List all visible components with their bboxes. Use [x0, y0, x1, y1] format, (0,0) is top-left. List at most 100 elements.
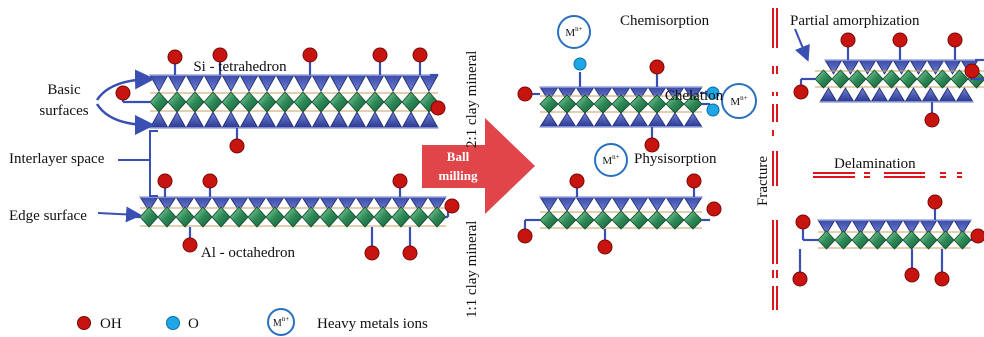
octahedron [933, 69, 952, 89]
tetrahedron [955, 87, 974, 103]
clay-11-label: 1:1 clay mineral [464, 221, 480, 318]
tetrahedron [383, 111, 403, 129]
octahedron [882, 69, 901, 89]
legend: OH O Mn+ Heavy metals ions [77, 308, 428, 336]
octahedron [665, 210, 685, 230]
octahedron [383, 91, 403, 113]
amorphization-arrow [794, 28, 810, 62]
basic-surfaces-bracket [95, 69, 155, 135]
tetrahedron [203, 111, 223, 129]
octahedron [902, 230, 921, 250]
tetrahedron [293, 111, 313, 129]
octahedron [247, 206, 267, 228]
octahedron [575, 94, 595, 114]
hydroxyl-group [302, 47, 318, 63]
tetrahedron [904, 87, 923, 103]
tetrahedron [539, 196, 559, 212]
tetrahedron [221, 74, 241, 92]
hydroxyl-group [115, 85, 131, 101]
hydroxyl-group [597, 239, 613, 255]
tetrahedron [557, 196, 577, 212]
octahedron [373, 206, 393, 228]
hydroxyl-group [402, 245, 418, 261]
tetrahedron [611, 112, 631, 128]
delamination-label: Delamination [834, 156, 916, 172]
al-octahedron-label: Al - octahedron [201, 245, 296, 261]
edge-surface-label: Edge surface [9, 208, 87, 224]
legend-o-label: O [188, 316, 199, 332]
basic-surfaces-label-1: Basic [47, 82, 81, 98]
octahedron [265, 206, 285, 228]
octahedron [916, 69, 935, 89]
octahedron [899, 69, 918, 89]
tetrahedron [275, 111, 295, 129]
tetrahedron [347, 74, 367, 92]
clay-21-label: 2:1 clay mineral [464, 51, 480, 148]
hydroxyl-group [686, 173, 702, 189]
hydroxyl-group [706, 201, 722, 217]
hydroxyl-group [649, 59, 665, 75]
interlayer-space-label: Interlayer space [9, 151, 105, 167]
m-ion-circle-icon [267, 308, 295, 336]
hydroxyl-group [157, 173, 173, 189]
hydroxyl-group [182, 237, 198, 253]
clay-structures: Mn+ Mn+ Mn+ [115, 15, 984, 287]
tetrahedron [329, 111, 349, 129]
octahedron [868, 230, 887, 250]
tetrahedron [365, 111, 385, 129]
octahedron [557, 94, 577, 114]
octahedron [193, 206, 213, 228]
tetrahedron [401, 111, 421, 129]
octahedron [593, 210, 613, 230]
partial-amorphization-label: Partial amorphization [790, 13, 920, 29]
octahedron [575, 210, 595, 230]
tetrahedron [149, 74, 169, 92]
octahedron [139, 206, 159, 228]
tetrahedron [221, 111, 241, 129]
tetrahedron [611, 196, 631, 212]
octahedron [175, 206, 195, 228]
tetrahedron [311, 74, 331, 92]
hydroxyl-group [892, 32, 908, 48]
tetrahedron [870, 87, 889, 103]
octahedron [611, 94, 631, 114]
octahedron [221, 91, 241, 113]
octahedron [629, 94, 649, 114]
octahedron [427, 206, 447, 228]
fracture-label: Fracture [755, 156, 771, 206]
tetrahedron [665, 112, 685, 128]
hydroxyl-group [644, 137, 660, 153]
octahedron [865, 69, 884, 89]
metal-ion-glyph: Mn+ [565, 25, 582, 39]
tetrahedron [938, 87, 957, 103]
tetrahedron [401, 74, 421, 92]
tetrahedron [647, 112, 667, 128]
octahedron [539, 94, 559, 114]
octahedron [814, 69, 833, 89]
tetrahedron [683, 196, 703, 212]
hydroxyl-group [444, 198, 460, 214]
tetrahedron [647, 196, 667, 212]
octahedron [185, 91, 205, 113]
octahedron [365, 91, 385, 113]
octahedron [593, 94, 613, 114]
octahedron [337, 206, 357, 228]
hydroxyl-group [430, 100, 446, 116]
hydroxyl-group [970, 228, 984, 244]
tetrahedron [921, 87, 940, 103]
delamination-layer [792, 194, 984, 287]
hydroxyl-group [947, 32, 963, 48]
ball-milling-label-1: Ball [447, 149, 470, 164]
octahedron [319, 206, 339, 228]
tetrahedron [185, 111, 205, 129]
tetrahedron [311, 111, 331, 129]
tetrahedron [149, 111, 169, 129]
tetrahedron [593, 196, 613, 212]
hydroxyl-group [202, 173, 218, 189]
metal-ion-glyph: Mn+ [602, 153, 619, 167]
octahedron [647, 94, 667, 114]
tetrahedron [819, 87, 838, 103]
tetrahedron [665, 196, 685, 212]
legend-ion-label: Heavy metals ions [317, 316, 428, 332]
octahedron [557, 210, 577, 230]
